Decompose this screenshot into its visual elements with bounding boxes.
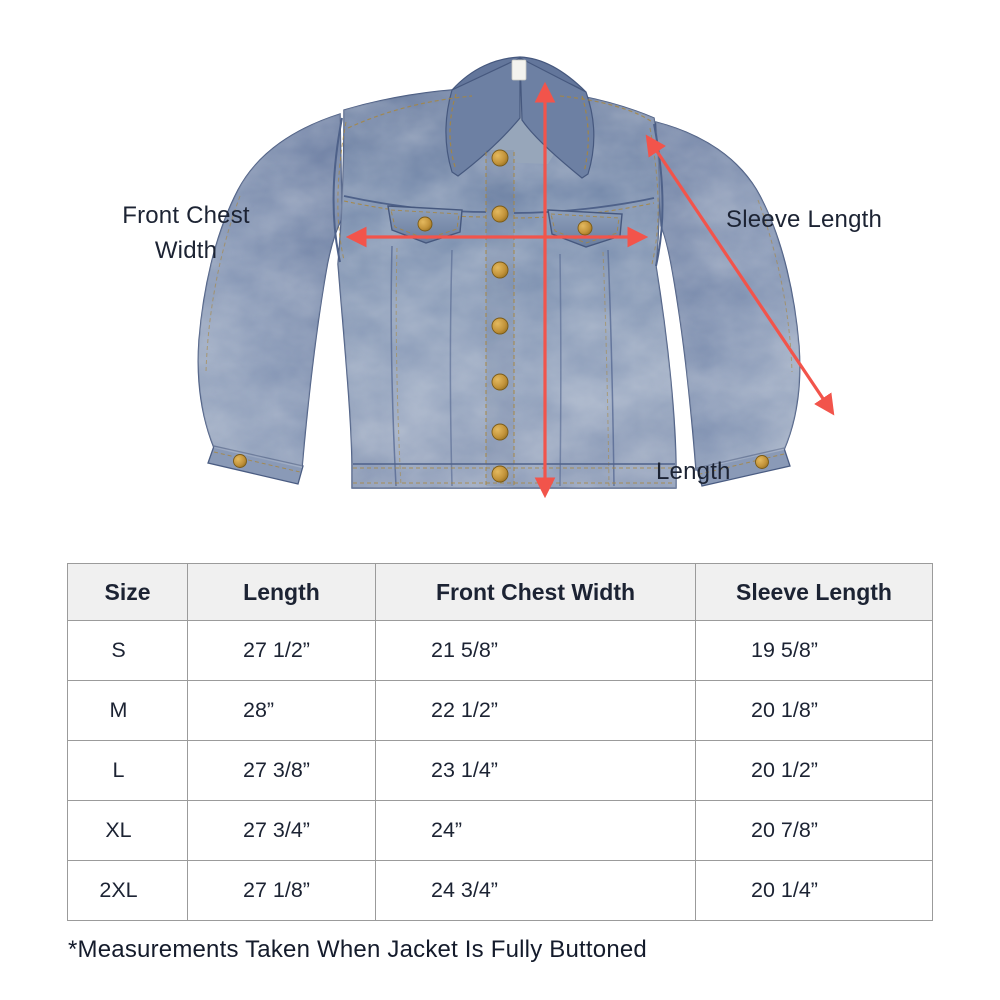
denim-jacket-image [197,56,835,499]
table-header-row: Size Length Front Chest Width Sleeve Len… [67,563,933,621]
cell-length: 28” [187,680,376,741]
cell-size: 2XL [67,860,188,921]
sleeve-length-arrow [645,134,835,416]
measurement-footnote: *Measurements Taken When Jacket Is Fully… [68,936,647,963]
cell-front-chest-width: 22 1/2” [375,680,696,741]
col-header-size: Size [67,563,188,621]
size-chart-table: Size Length Front Chest Width Sleeve Len… [67,563,933,921]
col-header-length: Length [187,563,376,621]
cell-size: M [67,680,188,741]
length-label: Length [656,458,731,485]
cell-size: XL [67,800,188,861]
front-chest-width-label: Front Chest Width [122,202,250,264]
table-row: L 27 3/8” 23 1/4” 20 1/2” [67,740,933,801]
table-row: M 28” 22 1/2” 20 1/8” [67,680,933,741]
cell-size: L [67,740,188,801]
cell-length: 27 3/8” [187,740,376,801]
cell-front-chest-width: 24 3/4” [375,860,696,921]
size-diagram: Front Chest Width Sleeve Length Length [122,56,883,499]
col-header-sleeve-length: Sleeve Length [695,563,933,621]
table-row: S 27 1/2” 21 5/8” 19 5/8” [67,620,933,681]
cell-front-chest-width: 23 1/4” [375,740,696,801]
cell-sleeve-length: 20 1/8” [695,680,933,741]
denim-jacket [197,56,801,489]
collar-tag [511,59,527,81]
measurement-arrows [345,81,835,499]
cell-sleeve-length: 20 7/8” [695,800,933,861]
jacket-buttons [233,149,769,483]
table-row: XL 27 3/4” 24” 20 7/8” [67,800,933,861]
cell-sleeve-length: 20 1/2” [695,740,933,801]
cell-length: 27 1/2” [187,620,376,681]
cell-sleeve-length: 20 1/4” [695,860,933,921]
cell-length: 27 1/8” [187,860,376,921]
cell-length: 27 3/4” [187,800,376,861]
cell-front-chest-width: 21 5/8” [375,620,696,681]
cell-size: S [67,620,188,681]
table-row: 2XL 27 1/8” 24 3/4” 20 1/4” [67,860,933,921]
cell-front-chest-width: 24” [375,800,696,861]
col-header-front-chest-width: Front Chest Width [375,563,696,621]
cell-sleeve-length: 19 5/8” [695,620,933,681]
sleeve-length-label: Sleeve Length [726,206,883,233]
